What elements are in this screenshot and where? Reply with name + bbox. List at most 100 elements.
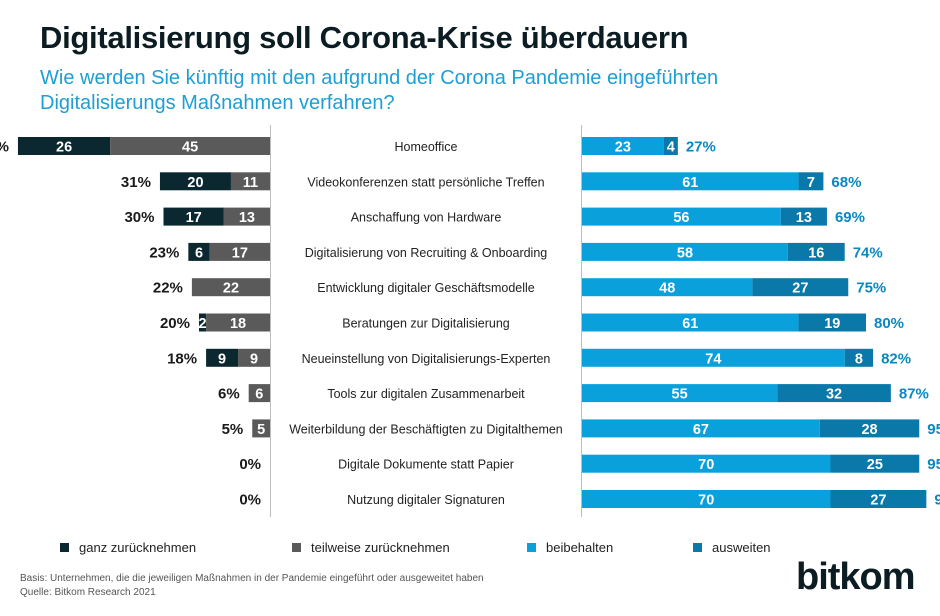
bar-ganz-label: 20 [187,175,203,191]
bar-ganz [159,172,231,191]
bar-ausweiten [752,278,849,297]
bar-beibehalten-label: 70 [698,493,714,509]
category-label: Anschaffung von Hardware [351,211,502,225]
bar-teilweise-label: 13 [239,210,255,226]
bar-ausweiten-label: 25 [867,457,883,473]
left-total-label: 23% [149,244,179,261]
category-label: Nutzung digitaler Signaturen [347,493,505,507]
bitkom-logo: bitkom [796,556,916,598]
bar-beibehalten [582,137,664,155]
legend-item-ausweiten: ausweiten [693,539,771,555]
right-total-label: 80% [874,315,904,332]
category-label: Tools zur digitalen Zusammenarbeit [327,387,525,401]
bar-teilweise [252,419,270,438]
bar-ganz [206,348,239,367]
bar-beibehalten-label: 70 [698,457,714,473]
bar-ausweiten-label: 28 [861,422,877,438]
bar-beibehalten [582,454,831,473]
diverging-bar-chart: 264523471%27%Homeoffice201161731%68%Vide… [0,125,940,517]
bar-teilweise-label: 11 [243,175,258,191]
left-total-label: 0% [239,456,261,473]
legend-label-ausweiten: ausweiten [712,539,771,555]
bar-ausweiten-label: 27 [792,281,808,297]
left-total-label: 71% [0,139,9,156]
right-total-label: 74% [853,244,883,261]
bar-teilweise-label: 45 [182,140,198,156]
bar-ausweiten [663,137,678,155]
left-total-label: 22% [153,280,183,297]
left-total-label: 18% [167,350,197,367]
bar-teilweise-label: 6 [255,387,263,403]
bar-ausweiten [780,207,827,226]
bar-teilweise-label: 22 [223,281,239,297]
chart-title: Digitalisierung soll Corona-Krise überda… [40,20,689,55]
bar-ganz-label: 2 [199,316,207,332]
bar-ausweiten-label: 7 [807,175,815,191]
chart-subtitle: Wie werden Sie künftig mit den aufgrund … [40,67,719,114]
legend-swatch-ausweiten [693,542,702,552]
footnote-source: Quelle: Bitkom Research 2021 [20,587,156,598]
bar-beibehalten-label: 61 [682,316,698,332]
bar-beibehalten [582,242,788,261]
legend-swatch-teilweise [292,542,301,552]
bar-teilweise-label: 17 [232,245,248,261]
bar-beibehalten-label: 23 [615,140,631,156]
bar-ganz [163,207,224,226]
bar-ausweiten-label: 32 [826,387,842,403]
bar-ausweiten [844,348,874,367]
category-label: Digitale Dokumente statt Papier [338,458,514,472]
bar-ausweiten-label: 13 [796,210,812,226]
right-total-label: 95% [927,421,940,438]
category-label: Videokonferenzen statt persönliche Treff… [307,175,544,189]
bar-ausweiten [798,313,866,332]
legend-swatch-ganz [60,542,69,552]
left-total-label: 31% [121,174,151,191]
bar-teilweise-label: 18 [230,316,246,332]
right-total-label: 68% [831,174,861,191]
left-total-label: 6% [218,386,240,403]
footnote: Basis: Unternehmen, die die jeweiligen M… [20,572,484,600]
category-label: Weiterbildung der Beschäftigten zu Digit… [289,422,563,436]
bar-ausweiten [819,419,920,438]
footnote-basis: Basis: Unternehmen, die die jeweiligen M… [20,573,484,584]
legend-label-ganz: ganz zurücknehmen [79,539,197,555]
bar-ausweiten [798,172,824,191]
bar-beibehalten-label: 67 [693,422,709,438]
bar-teilweise [191,278,270,297]
bar-ganz [199,313,207,332]
bar-beibehalten-label: 48 [659,281,675,297]
bar-ausweiten [787,242,845,261]
right-total-label: 69% [835,209,865,226]
bar-teilweise [248,384,270,403]
bar-beibehalten [582,207,781,226]
bar-teilweise [110,137,270,155]
legend-item-beibehalten: beibehalten [527,539,613,555]
bar-teilweise [223,207,270,226]
category-label: Homeoffice [395,140,458,154]
right-total-label: 95% [927,456,940,473]
category-label: Digitalisierung von Recruiting & Onboard… [305,246,548,260]
bar-beibehalten [582,278,753,297]
right-total-label: 75% [856,280,886,297]
bar-ganz-label: 9 [218,351,226,367]
right-total-label: 82% [881,350,911,367]
bar-ganz [188,242,210,261]
bar-teilweise [206,313,270,332]
bar-beibehalten [582,348,845,367]
bar-ausweiten [830,490,927,508]
legend-item-teilweise: teilweise zurücknehmen [292,539,450,555]
bar-ausweiten-label: 19 [824,316,840,332]
bar-ausweiten-label: 8 [855,351,863,367]
right-total-label: 97% [934,492,940,509]
left-total-label: 30% [124,209,154,226]
legend-swatch-beibehalten [527,542,536,552]
bar-ausweiten [830,454,920,473]
bar-beibehalten [582,490,831,508]
legend-item-ganz: ganz zurücknehmen [60,539,196,555]
bar-beibehalten [582,313,799,332]
bar-teilweise-label: 5 [257,422,265,438]
bar-beibehalten-label: 74 [705,351,721,367]
bar-beibehalten [582,172,799,191]
bar-beibehalten-label: 56 [673,210,689,226]
category-label: Neueinstellung von Digitalisierungs-Expe… [302,352,551,366]
